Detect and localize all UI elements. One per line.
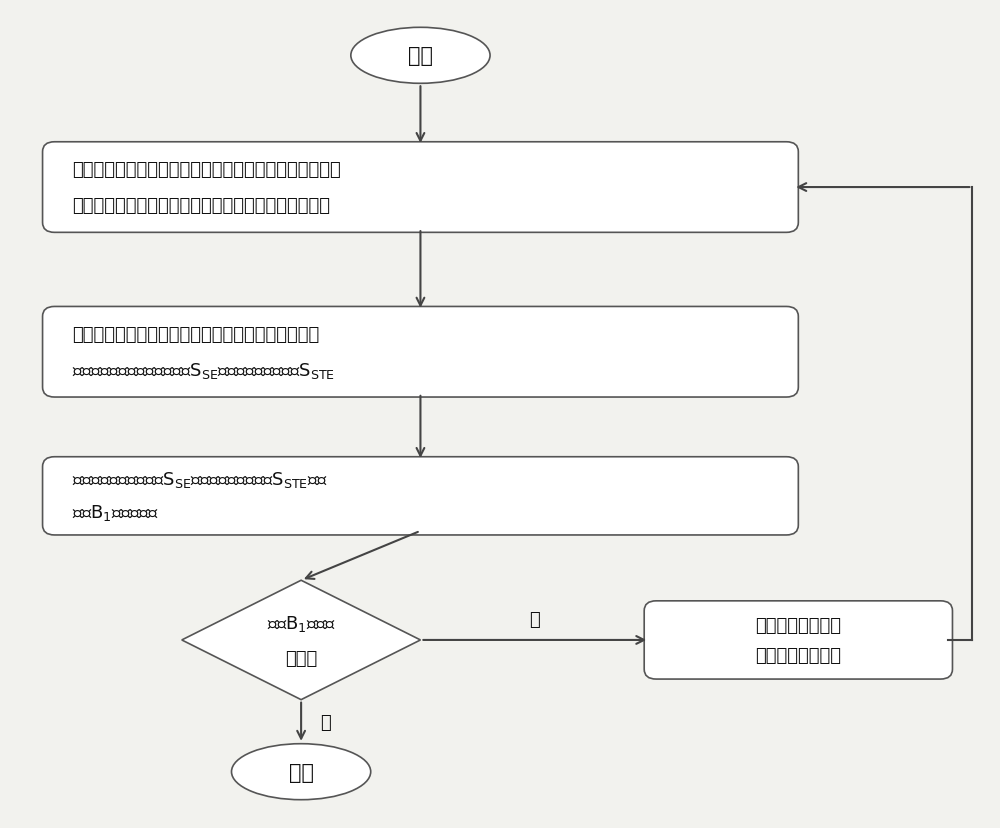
Text: 、相位参数和发射电压初始值加载到射频脉冲控制器中: 、相位参数和发射电压初始值加载到射频脉冲控制器中 [72, 197, 330, 215]
Text: 调整射频发射通道: 调整射频发射通道 [755, 616, 841, 634]
Ellipse shape [231, 744, 371, 800]
Text: 根据自旋回波信号强度S$_{\mathrm{SE}}$和刺激回波信号强度S$_{\mathrm{STE}}$获取: 根据自旋回波信号强度S$_{\mathrm{SE}}$和刺激回波信号强度S$_{… [72, 469, 328, 490]
Text: 激发区域内自旋回波信号强度S$_{\mathrm{SE}}$和刺激回波信号强度S$_{\mathrm{STE}}$: 激发区域内自旋回波信号强度S$_{\mathrm{SE}}$和刺激回波信号强度S… [72, 360, 335, 380]
Text: 标场？: 标场？ [285, 649, 317, 667]
Text: 驱动所述多个射频发射通道并采用刺激回波序列获取: 驱动所述多个射频发射通道并采用刺激回波序列获取 [72, 325, 320, 344]
Polygon shape [182, 580, 420, 700]
Text: 否: 否 [529, 610, 540, 628]
Text: 结束: 结束 [289, 762, 314, 782]
FancyBboxPatch shape [43, 142, 798, 233]
Text: 开始: 开始 [408, 46, 433, 66]
FancyBboxPatch shape [43, 457, 798, 536]
FancyBboxPatch shape [644, 601, 952, 679]
Text: 的幅度、相位参数: 的幅度、相位参数 [755, 646, 841, 664]
FancyBboxPatch shape [43, 307, 798, 397]
Ellipse shape [351, 28, 490, 84]
Text: 空载状态下将初始校正得到的若干个射频发射通道的幅度: 空载状态下将初始校正得到的若干个射频发射通道的幅度 [72, 161, 341, 179]
Text: 当前B$_1$场分布情况: 当前B$_1$场分布情况 [72, 503, 159, 522]
Text: 当前B$_1$场为目: 当前B$_1$场为目 [267, 614, 336, 633]
Text: 是: 是 [321, 713, 331, 731]
